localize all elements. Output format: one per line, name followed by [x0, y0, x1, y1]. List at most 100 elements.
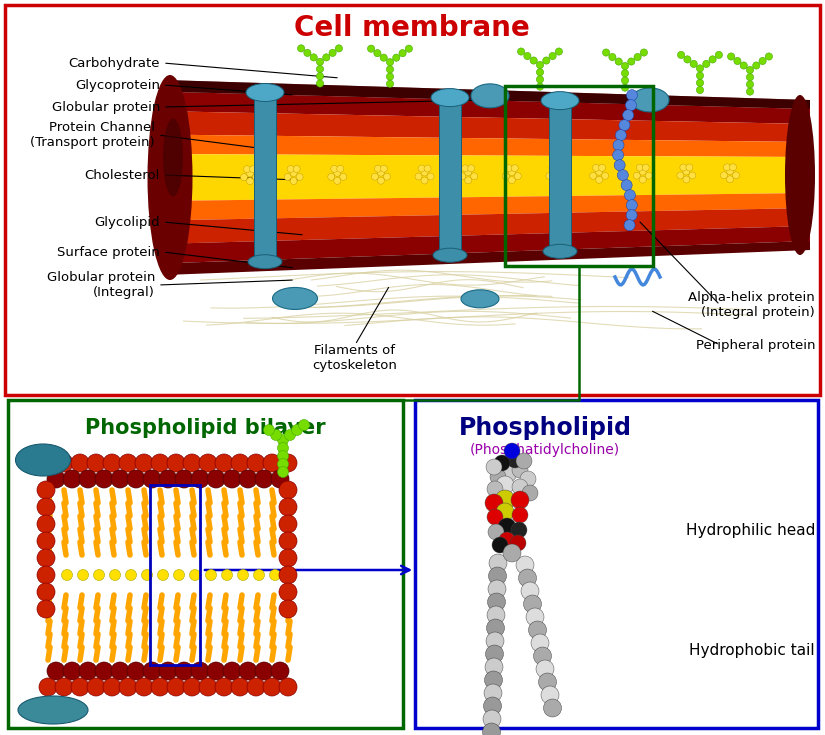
Circle shape	[544, 699, 562, 717]
Polygon shape	[165, 241, 810, 275]
Circle shape	[590, 172, 596, 179]
Circle shape	[495, 490, 515, 510]
Circle shape	[386, 59, 394, 65]
Circle shape	[507, 452, 523, 468]
Circle shape	[727, 176, 733, 183]
Circle shape	[37, 549, 55, 567]
Circle shape	[464, 177, 472, 184]
Circle shape	[549, 165, 556, 171]
Circle shape	[119, 454, 137, 472]
Circle shape	[291, 425, 303, 436]
Circle shape	[506, 165, 512, 172]
Circle shape	[175, 470, 193, 488]
Circle shape	[277, 467, 289, 478]
Circle shape	[231, 454, 249, 472]
Circle shape	[485, 645, 503, 663]
Text: Carbohydrate: Carbohydrate	[68, 57, 160, 70]
Circle shape	[471, 173, 478, 180]
Circle shape	[279, 566, 297, 584]
Circle shape	[87, 678, 105, 696]
Circle shape	[720, 172, 728, 179]
Circle shape	[279, 481, 297, 499]
Circle shape	[599, 165, 606, 171]
Circle shape	[483, 697, 502, 715]
Circle shape	[207, 470, 225, 488]
Circle shape	[334, 177, 341, 184]
Circle shape	[393, 54, 400, 61]
Bar	[8, 400, 403, 728]
Text: Surface protein: Surface protein	[57, 245, 160, 259]
Circle shape	[159, 662, 177, 680]
Circle shape	[521, 582, 539, 600]
Ellipse shape	[433, 248, 467, 262]
Circle shape	[199, 454, 217, 472]
Circle shape	[399, 49, 406, 57]
Circle shape	[63, 470, 81, 488]
Circle shape	[546, 173, 553, 179]
Circle shape	[110, 570, 120, 581]
Text: Phospholipid: Phospholipid	[459, 416, 631, 440]
Circle shape	[510, 535, 526, 551]
Circle shape	[158, 570, 168, 581]
Circle shape	[427, 173, 434, 180]
Circle shape	[95, 662, 113, 680]
Circle shape	[103, 454, 121, 472]
Circle shape	[277, 451, 289, 462]
Circle shape	[119, 678, 137, 696]
Circle shape	[536, 83, 544, 90]
Circle shape	[135, 454, 153, 472]
Circle shape	[37, 515, 55, 533]
Text: Globular protein: Globular protein	[52, 101, 160, 113]
Polygon shape	[165, 226, 810, 263]
Ellipse shape	[248, 255, 282, 269]
Circle shape	[380, 54, 387, 61]
Circle shape	[508, 168, 516, 176]
Circle shape	[636, 164, 644, 171]
Circle shape	[488, 524, 504, 540]
Circle shape	[329, 49, 337, 57]
Circle shape	[143, 662, 161, 680]
Circle shape	[504, 443, 520, 459]
Circle shape	[511, 491, 529, 509]
Circle shape	[543, 57, 550, 64]
Circle shape	[340, 173, 346, 180]
Polygon shape	[165, 80, 810, 109]
Circle shape	[415, 173, 422, 180]
Text: Glycoprotein: Glycoprotein	[75, 79, 160, 91]
Polygon shape	[165, 193, 810, 220]
Circle shape	[183, 454, 201, 472]
Circle shape	[490, 469, 506, 485]
Polygon shape	[254, 93, 276, 262]
Circle shape	[696, 87, 704, 93]
Circle shape	[621, 62, 629, 70]
Circle shape	[549, 52, 556, 60]
Ellipse shape	[461, 290, 499, 308]
Circle shape	[384, 173, 390, 180]
Circle shape	[241, 173, 247, 181]
Circle shape	[377, 177, 384, 184]
Circle shape	[536, 76, 544, 83]
Bar	[150, 485, 200, 665]
Ellipse shape	[18, 696, 88, 724]
Circle shape	[488, 580, 506, 598]
Circle shape	[63, 662, 81, 680]
Ellipse shape	[431, 89, 469, 107]
Circle shape	[626, 200, 637, 211]
Circle shape	[677, 51, 685, 59]
Text: Hydrophobic tail: Hydrophobic tail	[690, 642, 815, 658]
Circle shape	[680, 164, 687, 171]
Circle shape	[317, 73, 323, 80]
Circle shape	[263, 425, 275, 436]
Circle shape	[526, 608, 544, 626]
Circle shape	[524, 595, 541, 613]
Circle shape	[514, 173, 521, 179]
Circle shape	[277, 459, 289, 470]
Circle shape	[498, 518, 516, 536]
Circle shape	[486, 632, 504, 650]
Circle shape	[304, 49, 311, 57]
Circle shape	[62, 570, 73, 581]
Circle shape	[733, 172, 739, 179]
Circle shape	[464, 169, 472, 176]
Circle shape	[223, 662, 241, 680]
Circle shape	[127, 470, 145, 488]
